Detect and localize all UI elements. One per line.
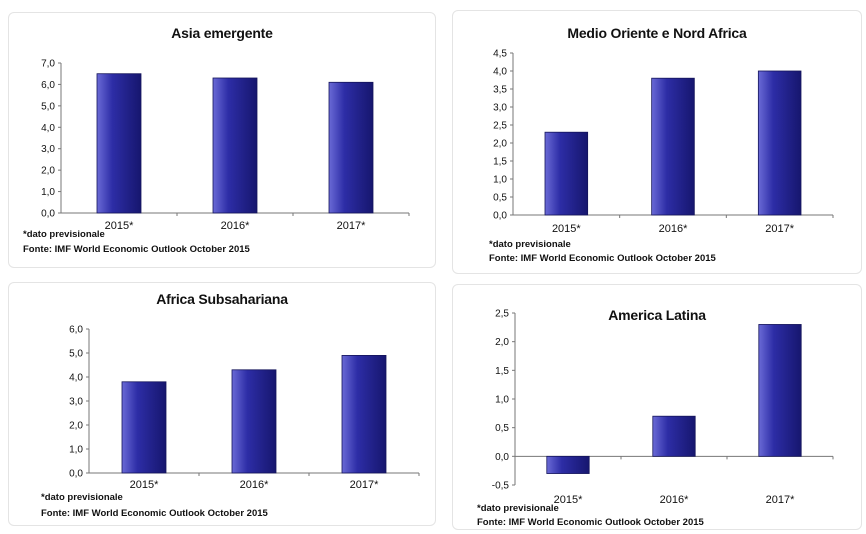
bar (328, 81, 374, 214)
y-tick-label: 2,0 (41, 166, 55, 177)
y-tick-label: 2,0 (69, 421, 83, 432)
chart-title: Medio Oriente e Nord Africa (567, 25, 747, 41)
y-tick-label: 2,5 (493, 121, 507, 132)
y-tick-label: 4,5 (493, 49, 507, 60)
y-tick-label: 0,0 (495, 452, 509, 463)
bar (121, 381, 167, 474)
y-tick-label: 7,0 (41, 59, 55, 70)
bar-chart: -0,5 0,0 0,5 1,0 1,5 2,0 2,5 2015* 2016* 2017* (492, 309, 834, 506)
category-label: 2016* (240, 479, 269, 491)
y-tick-label: 1,5 (495, 366, 509, 377)
y-tick-label: 0,0 (41, 209, 55, 220)
y-tick-label: 0,5 (493, 193, 507, 204)
footnote: *dato previsionale (477, 503, 559, 514)
bar-chart: 0,0 1,0 2,0 3,0 4,0 5,0 6,0 2015* 2016* 2017* (69, 325, 420, 491)
y-tick-label: 5,0 (41, 101, 55, 112)
y-tick-label: 0,0 (493, 211, 507, 222)
category-label: 2016* (659, 223, 688, 235)
y-tick-label: 3,5 (493, 85, 507, 96)
bar (757, 70, 802, 216)
y-tick-label: 1,0 (495, 395, 509, 406)
category-label: 2017* (350, 479, 379, 491)
y-tick-label: 4,0 (493, 67, 507, 78)
category-label: 2016* (660, 494, 689, 506)
y-tick-label: 1,5 (493, 157, 507, 168)
category-label: 2015* (552, 223, 581, 235)
y-tick-label: 1,0 (41, 187, 55, 198)
category-label: 2017* (765, 223, 794, 235)
bar (96, 73, 142, 214)
category-label: 2017* (766, 494, 795, 506)
y-tick-label: 1,0 (493, 175, 507, 186)
y-tick-label: 4,0 (69, 373, 83, 384)
y-tick-label: 3,0 (69, 397, 83, 408)
y-tick-label: 3,0 (41, 144, 55, 155)
y-tick-label: 2,0 (493, 139, 507, 150)
chart-title: Africa Subsahariana (156, 291, 288, 307)
chart-panel-africa-subsahariana: Africa Subsahariana 0,0 1,0 2,0 3,0 4,0 5,0 6,… (8, 282, 436, 526)
bar (651, 77, 695, 216)
source-note: Fonte: IMF World Economic Outlook Octobe… (477, 517, 704, 528)
bar (546, 455, 590, 474)
bar-chart: 0,0 1,0 2,0 3,0 4,0 5,0 6,0 7,0 2015* 2016* 2017* (41, 59, 410, 232)
bar (758, 324, 802, 457)
category-label: 2015* (105, 220, 134, 232)
chart-title: Asia emergente (171, 25, 273, 41)
y-tick-label: 4,0 (41, 123, 55, 134)
bar (652, 415, 696, 457)
category-label: 2017* (337, 220, 366, 232)
bar (231, 369, 277, 474)
bar-chart: 0,0 0,5 1,0 1,5 2,0 2,5 3,0 3,5 4,0 4,5 2015* 2016*… (493, 49, 834, 235)
bar (544, 131, 589, 216)
y-tick-label: 0,0 (69, 469, 83, 480)
source-note: Fonte: IMF World Economic Outlook Octobe… (41, 508, 268, 519)
y-tick-label: 6,0 (69, 325, 83, 336)
y-tick-label: 6,0 (41, 80, 55, 91)
y-tick-label: 3,0 (493, 103, 507, 114)
y-tick-label: 5,0 (69, 349, 83, 360)
chart-panel-medio-oriente: Medio Oriente e Nord Africa 0,0 0,5 1,0 1,5… (452, 10, 862, 274)
y-tick-label: 2,0 (495, 337, 509, 348)
bar (341, 355, 387, 474)
y-tick-label: 0,5 (495, 423, 509, 434)
source-note: Fonte: IMF World Economic Outlook Octobe… (489, 253, 716, 264)
category-label: 2015* (130, 479, 159, 491)
y-tick-label: -0,5 (492, 481, 510, 492)
chart-title: America Latina (608, 307, 706, 323)
chart-panel-asia-emergente: Asia emergente 0,0 1,0 2,0 3,0 4,0 5,0 6,0 7,0 2… (8, 12, 436, 268)
chart-panel-america-latina: America Latina -0,5 0,0 0,5 1,0 1,5 2,0 2,5 201… (452, 284, 862, 530)
category-label: 2015* (554, 494, 583, 506)
y-tick-label: 2,5 (495, 309, 509, 320)
bar (212, 77, 258, 214)
category-label: 2016* (221, 220, 250, 232)
footnote: *dato previsionale (23, 229, 105, 240)
footnote: *dato previsionale (489, 239, 571, 250)
footnote: *dato previsionale (41, 492, 123, 503)
y-tick-label: 1,0 (69, 445, 83, 456)
source-note: Fonte: IMF World Economic Outlook Octobe… (23, 244, 250, 255)
